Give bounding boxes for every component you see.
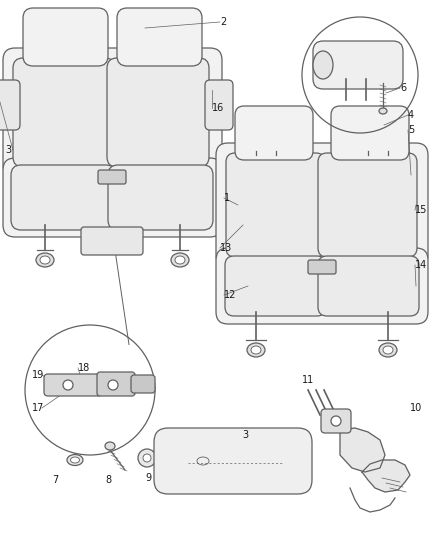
Polygon shape: [340, 428, 385, 472]
Text: 18: 18: [78, 363, 90, 373]
FancyBboxPatch shape: [97, 372, 135, 396]
FancyBboxPatch shape: [331, 106, 409, 160]
Text: 3: 3: [5, 145, 11, 155]
FancyBboxPatch shape: [216, 143, 428, 267]
Ellipse shape: [379, 108, 387, 114]
Circle shape: [63, 380, 73, 390]
FancyBboxPatch shape: [226, 153, 325, 257]
Text: 2: 2: [220, 17, 226, 27]
Text: 8: 8: [105, 475, 111, 485]
FancyBboxPatch shape: [225, 256, 326, 316]
FancyBboxPatch shape: [154, 428, 312, 494]
Text: 1: 1: [224, 193, 230, 203]
FancyBboxPatch shape: [318, 256, 419, 316]
Circle shape: [108, 380, 118, 390]
FancyBboxPatch shape: [11, 165, 116, 230]
FancyBboxPatch shape: [107, 58, 209, 167]
Ellipse shape: [105, 442, 115, 450]
Text: 19: 19: [32, 370, 44, 380]
FancyBboxPatch shape: [81, 227, 143, 255]
Text: 3: 3: [242, 430, 248, 440]
Text: 6: 6: [400, 83, 406, 93]
Ellipse shape: [40, 256, 50, 264]
FancyBboxPatch shape: [3, 48, 222, 177]
FancyBboxPatch shape: [216, 248, 428, 324]
FancyBboxPatch shape: [117, 8, 202, 66]
Text: 17: 17: [32, 403, 44, 413]
Circle shape: [138, 449, 156, 467]
Ellipse shape: [379, 343, 397, 357]
Ellipse shape: [247, 343, 265, 357]
Text: 16: 16: [212, 103, 224, 113]
Ellipse shape: [251, 346, 261, 354]
Text: 4: 4: [408, 110, 414, 120]
FancyBboxPatch shape: [98, 170, 126, 184]
Circle shape: [331, 416, 341, 426]
Ellipse shape: [36, 253, 54, 267]
Ellipse shape: [67, 455, 83, 465]
FancyBboxPatch shape: [308, 260, 336, 274]
FancyBboxPatch shape: [23, 8, 108, 66]
Ellipse shape: [171, 253, 189, 267]
Text: 5: 5: [408, 125, 414, 135]
Text: 14: 14: [415, 260, 427, 270]
Text: 10: 10: [410, 403, 422, 413]
Polygon shape: [362, 460, 410, 492]
Text: 12: 12: [224, 290, 237, 300]
FancyBboxPatch shape: [313, 41, 403, 89]
FancyBboxPatch shape: [13, 58, 115, 167]
Ellipse shape: [175, 256, 185, 264]
FancyBboxPatch shape: [205, 80, 233, 130]
FancyBboxPatch shape: [321, 409, 351, 433]
FancyBboxPatch shape: [318, 153, 417, 257]
Text: 13: 13: [220, 243, 232, 253]
FancyBboxPatch shape: [44, 374, 102, 396]
Ellipse shape: [313, 51, 333, 79]
FancyBboxPatch shape: [0, 80, 20, 130]
Text: 9: 9: [145, 473, 151, 483]
FancyBboxPatch shape: [235, 106, 313, 160]
Ellipse shape: [71, 457, 80, 463]
Text: 7: 7: [52, 475, 58, 485]
Circle shape: [143, 454, 151, 462]
Text: 4: 4: [387, 62, 393, 72]
Ellipse shape: [383, 346, 393, 354]
Text: 15: 15: [415, 205, 427, 215]
FancyBboxPatch shape: [108, 165, 213, 230]
Text: 11: 11: [302, 375, 314, 385]
FancyBboxPatch shape: [3, 158, 222, 237]
FancyBboxPatch shape: [131, 375, 155, 393]
